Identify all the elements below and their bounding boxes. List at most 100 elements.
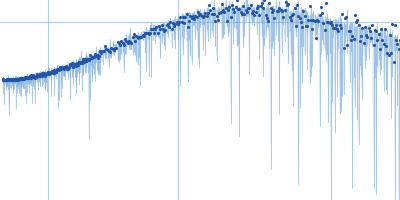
Point — [377, 48, 383, 51]
Point — [2, 78, 8, 82]
Point — [75, 63, 81, 66]
Point — [0, 78, 7, 81]
Point — [112, 47, 118, 50]
Point — [68, 64, 74, 67]
Point — [51, 68, 58, 71]
Point — [0, 78, 6, 81]
Point — [171, 25, 177, 28]
Point — [240, 4, 246, 8]
Point — [88, 56, 94, 59]
Point — [10, 78, 16, 82]
Point — [359, 26, 366, 30]
Point — [162, 29, 168, 32]
Point — [148, 27, 155, 31]
Point — [224, 19, 230, 22]
Point — [152, 28, 158, 31]
Point — [77, 62, 84, 65]
Point — [325, 21, 332, 24]
Point — [220, 8, 226, 12]
Point — [35, 75, 42, 78]
Point — [181, 22, 187, 25]
Point — [4, 79, 11, 82]
Point — [394, 42, 400, 45]
Point — [204, 14, 210, 17]
Point — [117, 43, 123, 46]
Point — [251, 14, 258, 17]
Point — [216, 12, 222, 15]
Point — [173, 20, 180, 23]
Point — [79, 60, 86, 63]
Point — [191, 17, 197, 20]
Point — [106, 50, 112, 53]
Point — [334, 27, 340, 31]
Point — [14, 78, 21, 82]
Point — [215, 18, 221, 21]
Point — [279, 10, 285, 13]
Point — [41, 74, 48, 77]
Point — [344, 43, 350, 46]
Point — [78, 61, 84, 64]
Point — [73, 65, 80, 68]
Point — [393, 39, 400, 42]
Point — [92, 53, 98, 57]
Point — [190, 14, 196, 17]
Point — [114, 41, 121, 44]
Point — [81, 60, 87, 63]
Point — [97, 49, 103, 52]
Point — [312, 19, 318, 22]
Point — [33, 74, 40, 77]
Point — [30, 76, 36, 79]
Point — [18, 77, 24, 80]
Point — [109, 48, 116, 51]
Point — [350, 37, 357, 40]
Point — [122, 37, 128, 41]
Point — [151, 31, 157, 34]
Point — [64, 67, 70, 70]
Point — [323, 1, 329, 4]
Point — [104, 49, 111, 52]
Point — [52, 69, 58, 72]
Point — [118, 39, 124, 43]
Point — [12, 77, 19, 81]
Point — [298, 21, 304, 24]
Point — [160, 27, 166, 30]
Point — [146, 33, 152, 36]
Point — [96, 55, 102, 58]
Point — [252, 11, 259, 14]
Point — [259, 2, 265, 5]
Point — [17, 76, 23, 79]
Point — [83, 59, 90, 62]
Point — [239, 13, 245, 16]
Point — [128, 41, 134, 44]
Point — [281, 9, 288, 12]
Point — [34, 73, 40, 76]
Point — [25, 76, 31, 79]
Point — [236, 7, 242, 11]
Point — [130, 35, 136, 38]
Point — [94, 53, 101, 57]
Point — [87, 53, 93, 56]
Point — [62, 65, 68, 69]
Point — [345, 29, 352, 32]
Point — [70, 65, 77, 68]
Point — [54, 69, 61, 72]
Point — [313, 37, 319, 40]
Point — [248, 3, 254, 6]
Point — [154, 31, 161, 35]
Point — [108, 47, 114, 50]
Point — [250, 10, 256, 13]
Point — [309, 27, 315, 30]
Point — [34, 73, 41, 76]
Point — [172, 23, 178, 26]
Point — [31, 75, 38, 79]
Point — [144, 32, 151, 35]
Point — [367, 29, 373, 32]
Point — [50, 71, 56, 74]
Point — [9, 77, 15, 81]
Point — [294, 4, 300, 7]
Point — [119, 42, 126, 45]
Point — [336, 23, 343, 26]
Point — [35, 74, 41, 78]
Point — [354, 18, 360, 22]
Point — [387, 33, 393, 36]
